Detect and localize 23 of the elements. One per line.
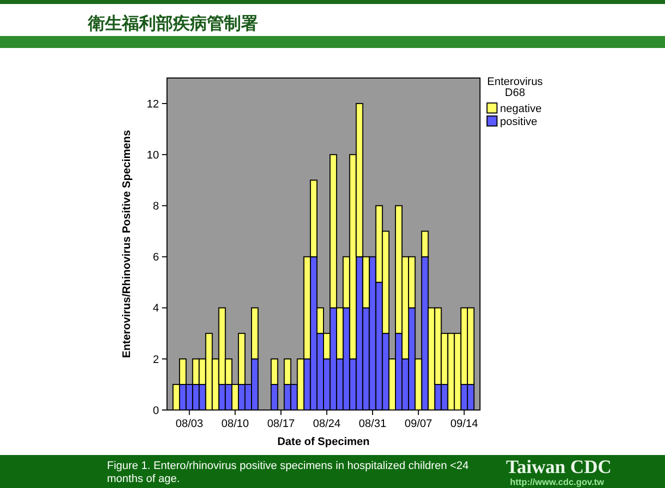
x-tick-label: 08/03 bbox=[176, 418, 204, 430]
y-tick-label: 12 bbox=[146, 98, 159, 110]
x-tick-label: 08/31 bbox=[358, 418, 386, 430]
x-tick-label: 09/07 bbox=[404, 418, 432, 430]
x-tick-label: 09/14 bbox=[450, 418, 478, 430]
caption: Figure 1. Entero/rhinovirus positive specimens in hospitalized children <24 months of age. bbox=[107, 460, 469, 485]
text: Taiwan CDC bbox=[506, 457, 612, 478]
y-tick-label: 0 bbox=[152, 404, 159, 417]
legend-title: Enterovirus D68 bbox=[487, 76, 544, 99]
y-tick-label: 6 bbox=[152, 252, 159, 264]
text: 衛生福利部疾病管制署 bbox=[87, 14, 258, 34]
x-tick-label: 08/10 bbox=[221, 418, 249, 430]
y-tick-label: 2 bbox=[152, 354, 159, 366]
y-tick-label: 8 bbox=[152, 200, 159, 213]
legend-label: positive bbox=[500, 116, 538, 128]
y-axis-title: Enterovirus/Rhinovirus Positive Specimens bbox=[121, 130, 133, 358]
x-tick-label: 08/17 bbox=[267, 418, 295, 430]
legend-label: negative bbox=[500, 103, 542, 115]
x-tick-label: 08/24 bbox=[313, 418, 341, 430]
x-axis-title: Date of Specimen bbox=[277, 436, 370, 448]
y-tick-label: 4 bbox=[152, 302, 159, 315]
y-tick-label: 10 bbox=[146, 149, 159, 162]
text: http://www.cdc.gov.tw bbox=[510, 477, 605, 487]
